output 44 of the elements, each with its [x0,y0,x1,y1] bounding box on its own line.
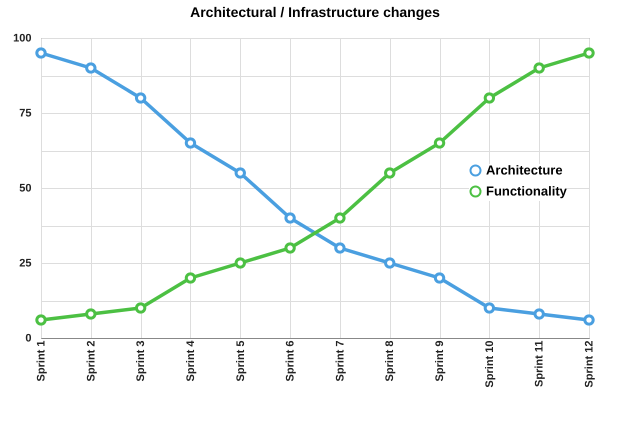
x-tick-label: Sprint 4 [184,340,197,382]
x-tick-label: Sprint 3 [135,340,148,382]
x-tick-label: Sprint 1 [36,340,48,382]
x-tick-label: Sprint 7 [334,340,346,382]
point [134,92,146,104]
point [384,167,396,179]
point [434,137,446,149]
point [434,272,446,284]
point [234,167,246,179]
y-tick-label: 0 [25,332,32,344]
y-tick-label: 75 [19,108,32,120]
legend-label: Functionality [486,184,568,198]
point [184,272,196,284]
x-tick-label: Sprint 12 [584,340,596,388]
y-tick-label: 50 [19,182,32,194]
point [534,308,545,320]
point [484,92,496,104]
point [284,212,296,224]
point [583,314,595,326]
y-tick-label: 25 [19,258,32,270]
point [85,308,96,320]
point [85,62,96,74]
x-tick-label: Sprint 10 [484,340,496,388]
point [234,257,246,269]
point [334,242,346,254]
point [384,257,396,269]
point [334,212,346,224]
x-tick-label: Sprint 11 [534,340,546,387]
point [534,62,545,74]
x-tick-label: Sprint 8 [384,340,396,382]
x-tick-label: Sprint 5 [234,340,247,382]
legend-label: Architecture [486,162,563,178]
point [484,302,496,314]
point [35,314,47,326]
chart-title: Architectural / Infrastructure changes [190,4,440,20]
point [284,242,296,254]
point [583,47,595,59]
x-tick-label: Sprint 2 [85,340,98,382]
x-tick-label: Sprint 9 [434,340,446,382]
point [134,302,146,314]
point [184,137,196,149]
x-tick-label: Sprint 6 [284,340,297,382]
y-tick-label: 100 [13,32,32,44]
point [35,47,47,59]
